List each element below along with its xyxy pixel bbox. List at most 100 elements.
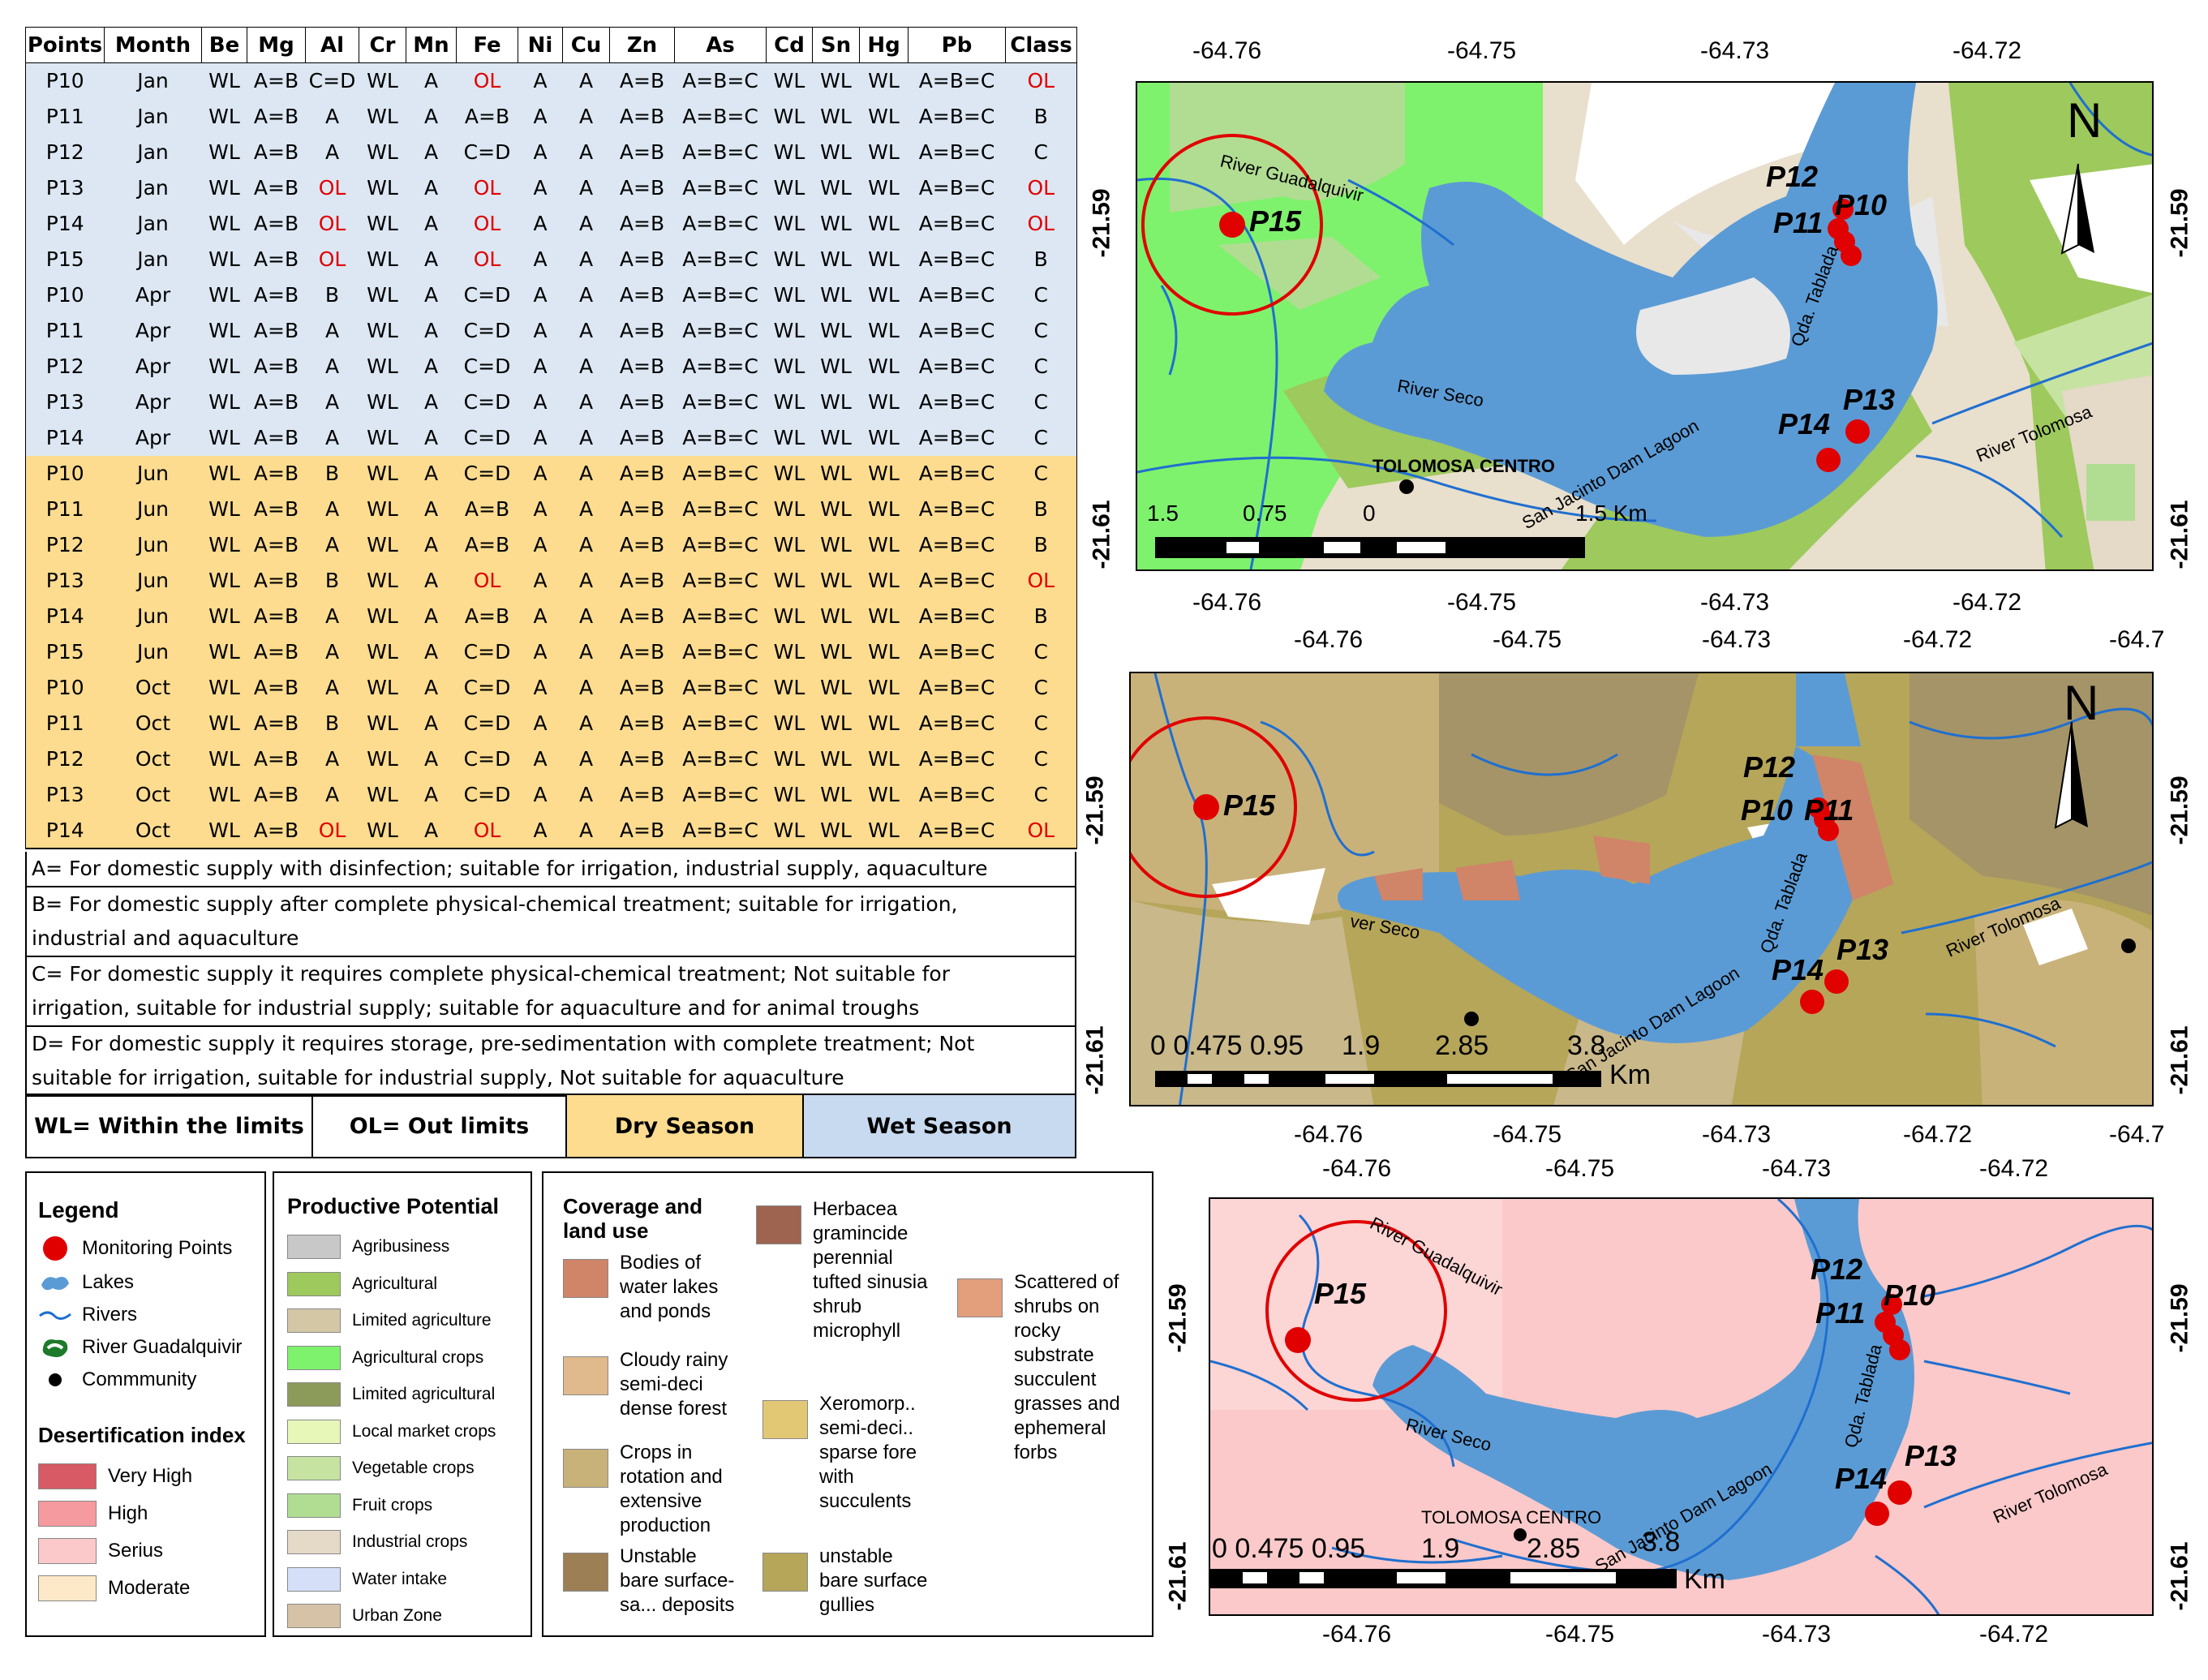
table-row: P15 Jan WL A=B OL WL A OL A A A=B A=B=C WL WL WL A=B=C B [25,241,1077,277]
coverage-item: unstable bare surface gullies [762,1545,927,1618]
productive-item: Agribusiness [287,1235,449,1259]
table-cell: WL [812,241,860,277]
productive-item: Limited agriculture [287,1308,492,1333]
table-cell: WL [201,562,247,599]
table-cell: WL [859,634,909,670]
point-label-p13: P13 [1843,383,1896,416]
swatch [287,1308,341,1333]
point-label-p10: P10 [1741,793,1793,827]
scale-label: 3.8 [1567,1030,1606,1061]
table-cell: WL [359,776,406,813]
swatch [287,1382,341,1407]
table-cell: P12 [25,348,105,385]
point-label-p15: P15 [1223,788,1276,822]
table-cell: A=B [247,170,306,206]
y-tick: -21.59 [1164,1283,1192,1353]
legend-item-label: Lakes [82,1271,135,1293]
coverage-label-line: gramincide [813,1222,909,1244]
table-cell: P10 [25,277,105,313]
table-cell: WL [812,62,860,99]
scale-label: 1.9 [1421,1533,1460,1564]
community-icon [49,1373,62,1386]
table-cell: A [406,384,457,420]
table-cell: WL [359,669,406,706]
table-cell: A=B [247,277,306,313]
table-cell: A=B=C [674,598,767,634]
table-cell: A [562,277,610,313]
table-header-row: Points Month Be Mg Al Cr Mn Fe Ni Cu Zn As Cd Sn Hg Pb C… [25,27,1077,63]
table-cell: WL [201,277,247,313]
swatch [287,1456,341,1480]
table-cell: WL [812,455,860,492]
table-cell: A=B=C [908,348,1006,385]
table-cell: A=B=C [674,526,767,563]
note-d: D= For domestic supply it requires stora… [27,1027,1075,1095]
map-bottom-canvas [1210,1199,2152,1614]
point-label-p12: P12 [1743,750,1796,784]
column-header: Mn [406,27,457,63]
swatch [762,1400,808,1439]
table-cell: A [406,705,457,741]
table-cell: WL [201,205,247,242]
x-tick: -64.73 [1762,1621,1832,1648]
desert-label: Moderate [108,1577,191,1599]
table-cell: A=B [247,526,306,563]
table-cell: P14 [25,812,105,849]
point-label-p15: P15 [1249,204,1302,238]
table-cell: A [518,277,563,313]
table-cell: WL [359,98,406,135]
column-header: Points [25,27,105,63]
table-cell: WL [859,776,909,813]
coverage-label-line: shrub [813,1295,862,1317]
table-cell: WL [359,348,406,385]
river-icon [39,1311,71,1320]
table-cell: WL [766,98,813,135]
coverage-item: Herbacea gramincide perennial tufted sinusi… [756,1197,927,1343]
table-cell: A [518,598,563,634]
table-cell: C=D [456,776,518,813]
swatch [287,1271,341,1296]
table-cell: A [305,312,359,349]
table-cell: WL [859,419,909,456]
table-cell: P12 [25,526,105,563]
table-cell: WL [766,62,813,99]
table-cell: Jan [104,98,202,135]
point-label-p15: P15 [1314,1277,1367,1310]
note-d-line2: suitable for irrigation, suitable for in… [32,1066,844,1089]
point-label-p11: P11 [1815,1296,1866,1330]
table-cell: A=B=C [908,526,1006,563]
coverage-label-line: rocky [1014,1320,1061,1342]
table-cell: A=B [609,419,675,456]
table-row: P12 Jan WL A=B A WL A C=D A A A=B A=B=C WL WL WL A=B=C C [25,134,1077,170]
table-cell: WL [359,634,406,670]
table-cell: A=B [609,312,675,349]
table-cell: A [406,62,457,99]
table-row: P10 Apr WL A=B B WL A C=D A A A=B A=B=C WL WL WL A=B=C C [25,277,1077,313]
table-cell: WL [859,134,909,170]
table-cell: Apr [104,384,202,420]
column-header: Zn [609,27,675,63]
productive-item: Urban Zone [287,1604,442,1628]
table-cell: WL [201,526,247,563]
table-cell: P12 [25,134,105,170]
table-cell: A=B [456,98,518,135]
swatch [287,1530,341,1554]
table-cell: WL [201,741,247,777]
table-cell: A=B=C [674,98,767,135]
table-cell: A=B=C [908,491,1006,527]
x-tick: -64.72 [1903,626,1973,653]
table-cell: A [305,526,359,563]
table-cell: A [518,170,563,206]
table-cell: WL [766,598,813,634]
table-cell: A=B [609,741,675,777]
coverage-label-line: sparse fore [819,1442,917,1463]
coverage-label-line: semi-deci [620,1373,703,1395]
column-header: Be [201,27,247,63]
table-cell: WL [859,491,909,527]
table-cell: A [305,669,359,706]
column-header: Al [305,27,359,63]
table-cell: WL [359,419,406,456]
table-cell: A=B [247,741,306,777]
swatch [287,1566,341,1592]
coverage-title: Coverage and land use [563,1194,702,1243]
